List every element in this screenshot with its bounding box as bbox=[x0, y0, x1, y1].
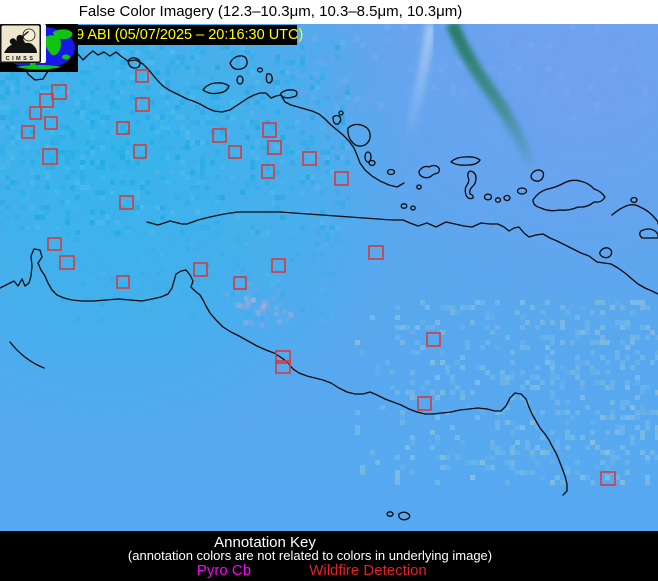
coastal-lagoon bbox=[127, 57, 141, 69]
wildfire-marker bbox=[368, 245, 384, 260]
wildfire-marker bbox=[233, 276, 247, 290]
wildfire-marker bbox=[51, 84, 67, 100]
imagery-noise-texture bbox=[0, 24, 658, 485]
wildfire-marker bbox=[39, 93, 54, 108]
wildfire-marker bbox=[116, 121, 130, 135]
wildfire-marker bbox=[116, 275, 130, 289]
annotation-key: Annotation Key (annotation colors are no… bbox=[0, 531, 658, 581]
wildfire-marker bbox=[119, 195, 134, 210]
wildfire-marker bbox=[275, 360, 291, 374]
wildfire-marker bbox=[135, 97, 150, 112]
wildfire-marker bbox=[133, 144, 147, 159]
wildfire-marker bbox=[212, 128, 227, 143]
wildfire-marker bbox=[271, 258, 286, 273]
wildfire-marker bbox=[59, 255, 75, 270]
wildfire-marker bbox=[275, 350, 291, 364]
cimss-logo: CIMSS bbox=[0, 24, 41, 63]
wildfire-marker bbox=[44, 116, 58, 130]
coastlines bbox=[0, 50, 658, 521]
wildfire-marker bbox=[267, 140, 282, 155]
wildfire-marker bbox=[334, 171, 349, 186]
wildfire-marker bbox=[302, 151, 317, 166]
cays-and-islands bbox=[202, 55, 658, 521]
annotation-key-heading: Annotation Key bbox=[214, 534, 316, 551]
wildfire-marker bbox=[262, 122, 277, 138]
wildfire-marker bbox=[261, 164, 275, 179]
cuba-south-coast bbox=[0, 248, 568, 496]
legend-wildfire-detection: Wildfire Detection bbox=[309, 562, 427, 579]
wildfire-marker bbox=[426, 332, 441, 347]
wildfire-marker bbox=[135, 69, 149, 83]
wildfire-marker bbox=[42, 148, 58, 165]
annotation-key-note: (annotation colors are not related to co… bbox=[127, 548, 493, 563]
satellite-map[interactable]: GOES–19 ABI (05/07/2025 – 20:16:30 UTC) bbox=[0, 24, 658, 531]
satellite-imagery[interactable] bbox=[0, 24, 658, 531]
wildfire-marker bbox=[193, 262, 208, 277]
cuba-mainland-north-coast bbox=[146, 211, 658, 295]
wildfire-marker bbox=[29, 106, 42, 120]
wildfire-marker bbox=[47, 237, 62, 251]
page-title: False Color Imagery (12.3–10.3μm, 10.3–8… bbox=[78, 3, 463, 20]
smoke-plume-streak bbox=[403, 24, 540, 173]
wildfire-marker bbox=[21, 125, 35, 139]
wildfire-marker bbox=[228, 145, 242, 159]
legend-pyro-cb: Pyro Cb bbox=[196, 562, 252, 579]
wildfire-marker bbox=[417, 396, 432, 411]
shore-arc bbox=[9, 341, 45, 369]
cimss-logo-text: CIMSS bbox=[6, 56, 36, 62]
wildfire-detection-markers bbox=[1, 55, 616, 486]
cimss-silhouette bbox=[4, 31, 37, 53]
wildfire-marker bbox=[600, 471, 616, 486]
